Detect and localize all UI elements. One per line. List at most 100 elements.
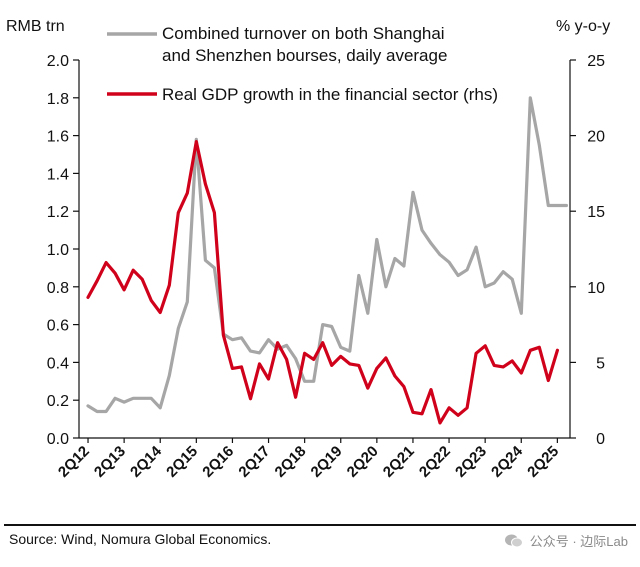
- data-point: [483, 344, 487, 347]
- data-point: [104, 261, 108, 264]
- data-point: [204, 182, 207, 186]
- footer-divider: [4, 524, 636, 526]
- series-layer: [86, 96, 569, 425]
- data-point: [375, 238, 379, 241]
- right-tick-label: 20: [587, 129, 605, 146]
- left-tick-label: 1.8: [47, 91, 69, 108]
- data-point: [312, 380, 315, 383]
- data-point: [465, 406, 469, 409]
- data-point: [357, 364, 360, 367]
- data-point: [502, 365, 505, 369]
- data-point: [447, 406, 451, 409]
- x-tick-label: 2Q19: [308, 443, 346, 481]
- data-point: [258, 351, 261, 355]
- x-tick-label: 2Q23: [452, 443, 490, 481]
- left-tick-label: 1.6: [47, 129, 69, 146]
- data-point: [303, 352, 306, 355]
- data-point: [294, 357, 297, 360]
- left-tick-label: 0.6: [47, 318, 69, 335]
- right-tick-label: 0: [596, 431, 605, 448]
- data-point: [213, 211, 216, 214]
- data-point: [384, 285, 388, 288]
- data-point: [330, 325, 333, 328]
- data-point: [186, 191, 189, 195]
- data-point: [538, 143, 541, 147]
- wechat-logo-icon: [504, 534, 523, 547]
- data-point: [150, 397, 153, 400]
- right-tick-label: 10: [587, 280, 605, 297]
- left-tick-label: 2.0: [47, 53, 69, 70]
- data-point: [150, 299, 153, 302]
- x-tick-label: 2Q20: [344, 443, 382, 481]
- data-point: [520, 312, 523, 315]
- data-point: [520, 371, 523, 375]
- data-point: [393, 374, 397, 378]
- data-point: [240, 336, 243, 340]
- legend-label-line: Combined turnover on both Shanghai: [162, 24, 445, 43]
- data-point: [366, 386, 370, 390]
- data-point: [131, 268, 135, 272]
- data-point: [321, 341, 324, 344]
- data-point: [411, 411, 415, 414]
- data-point: [339, 346, 342, 349]
- data-point: [231, 338, 234, 341]
- right-tick-label: 15: [587, 204, 605, 221]
- legend-label-turnover: Combined turnover on both Shanghai and Sh…: [162, 24, 447, 65]
- data-point: [222, 333, 225, 337]
- watermark: 公众号 · 边际Lab: [504, 531, 628, 550]
- data-point: [249, 349, 252, 353]
- left-tick-label: 1.2: [47, 204, 69, 221]
- data-point: [474, 352, 478, 355]
- data-point: [285, 358, 288, 361]
- watermark-text: 公众号 · 边际Lab: [529, 534, 628, 549]
- data-point: [195, 138, 198, 141]
- data-point: [538, 346, 541, 349]
- x-tick-label: 2Q12: [55, 443, 93, 481]
- data-point: [104, 410, 108, 413]
- right-axis: 0 5 10 15 20 25: [569, 53, 605, 448]
- data-point: [186, 300, 189, 304]
- x-tick-label: 2Q13: [91, 443, 129, 481]
- data-point: [438, 421, 442, 425]
- data-point: [168, 284, 171, 287]
- data-point: [429, 242, 433, 245]
- x-tick-label: 2Q24: [488, 442, 526, 480]
- data-point: [456, 414, 460, 417]
- data-point: [86, 296, 90, 299]
- data-point: [195, 140, 198, 143]
- x-tick-label: 2Q15: [163, 443, 201, 481]
- series-line: [86, 140, 560, 425]
- data-point: [565, 204, 568, 207]
- data-point: [321, 323, 324, 326]
- data-point: [249, 397, 252, 400]
- x-tick-label: 2Q17: [235, 443, 273, 481]
- data-point: [456, 274, 460, 277]
- data-point: [348, 362, 351, 366]
- data-point: [339, 355, 342, 358]
- right-axis-title: % y-o-y: [556, 18, 610, 35]
- data-point: [556, 204, 559, 207]
- data-point: [131, 397, 135, 400]
- data-point: [357, 274, 360, 277]
- x-axis: 2Q122Q132Q142Q152Q162Q172Q182Q192Q202Q21…: [55, 437, 570, 481]
- right-tick-label: 25: [587, 53, 605, 70]
- x-tick-label: 2Q18: [271, 443, 309, 481]
- left-tick-label: 0.0: [47, 431, 69, 448]
- data-point: [140, 278, 144, 281]
- data-point: [240, 365, 243, 369]
- left-tick-label: 0.8: [47, 280, 69, 297]
- data-point: [168, 374, 171, 377]
- data-point: [420, 412, 424, 416]
- data-point: [411, 191, 415, 194]
- x-tick-label: 2Q14: [127, 442, 165, 480]
- data-point: [502, 270, 505, 273]
- data-point: [429, 388, 433, 391]
- x-tick-label: 2Q16: [199, 443, 237, 481]
- data-point: [95, 410, 99, 413]
- data-point: [348, 349, 351, 353]
- data-point: [159, 406, 162, 409]
- series-line: [86, 96, 569, 414]
- data-point: [204, 259, 207, 262]
- right-tick-label: 5: [596, 355, 605, 372]
- data-point: [366, 312, 370, 315]
